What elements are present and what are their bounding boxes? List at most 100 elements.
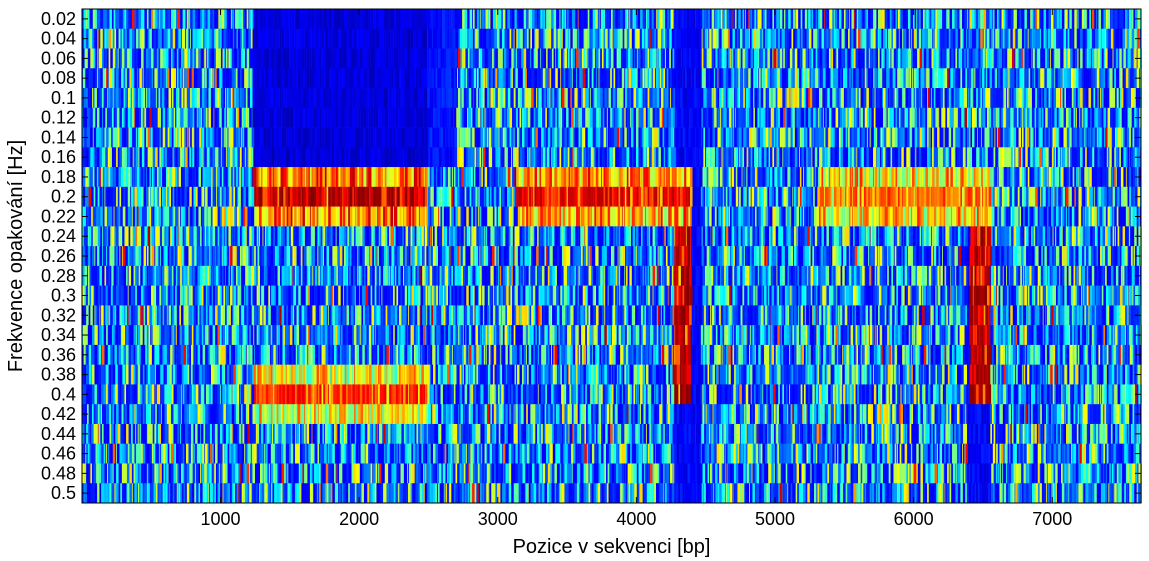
heatmap-cell bbox=[790, 88, 793, 109]
heatmap-cell bbox=[711, 9, 715, 30]
heatmap-cell bbox=[254, 48, 257, 69]
heatmap-cell bbox=[594, 88, 598, 109]
heatmap-cell bbox=[587, 127, 591, 148]
heatmap-cell bbox=[243, 28, 247, 49]
heatmap-cell bbox=[783, 107, 786, 128]
heatmap-cell bbox=[654, 147, 657, 168]
heatmap-cell bbox=[863, 147, 867, 168]
heatmap-cell bbox=[365, 127, 368, 148]
heatmap-cell bbox=[1075, 48, 1078, 69]
heatmap-cell bbox=[246, 48, 250, 69]
heatmap-cell bbox=[431, 68, 435, 89]
heatmap-cell bbox=[803, 48, 806, 69]
heatmap-cell bbox=[996, 107, 1000, 128]
heatmap-cell bbox=[184, 68, 186, 89]
heatmap-cell bbox=[572, 127, 575, 148]
heatmap-cell bbox=[512, 107, 515, 128]
heatmap-cell bbox=[686, 127, 689, 148]
heatmap-cell bbox=[728, 147, 730, 168]
heatmap-cell bbox=[680, 9, 683, 30]
heatmap-cell bbox=[964, 9, 968, 30]
heatmap-cell bbox=[215, 127, 219, 148]
heatmap-cell bbox=[384, 127, 388, 148]
heatmap-cell bbox=[986, 48, 988, 69]
heatmap-cell bbox=[180, 107, 183, 128]
heatmap-cell bbox=[771, 68, 775, 89]
heatmap-cell bbox=[897, 9, 900, 30]
heatmap-cell bbox=[388, 88, 391, 109]
heatmap-cell bbox=[969, 9, 973, 30]
heatmap-cell bbox=[542, 28, 545, 49]
heatmap-cell bbox=[96, 48, 99, 69]
heatmap-cell bbox=[492, 48, 495, 69]
heatmap-cell bbox=[394, 107, 396, 128]
heatmap-cell bbox=[590, 127, 594, 148]
heatmap-cell bbox=[419, 88, 421, 109]
heatmap-cell bbox=[985, 107, 988, 128]
heatmap-cell bbox=[735, 147, 739, 168]
heatmap-cell bbox=[1132, 127, 1135, 148]
heatmap-cell bbox=[1119, 88, 1121, 109]
heatmap-cell bbox=[387, 127, 390, 148]
heatmap-cell bbox=[854, 88, 856, 109]
heatmap-cell bbox=[699, 107, 701, 128]
heatmap-cell bbox=[1035, 107, 1037, 128]
heatmap-cell bbox=[274, 147, 277, 168]
heatmap-cell bbox=[551, 107, 554, 128]
heatmap-cell bbox=[361, 147, 365, 168]
heatmap-cell bbox=[853, 107, 855, 128]
heatmap-cell bbox=[675, 107, 678, 128]
heatmap-cell bbox=[216, 9, 219, 30]
heatmap-cell bbox=[1045, 48, 1048, 69]
heatmap-cell bbox=[523, 9, 527, 30]
heatmap-cell bbox=[640, 88, 643, 109]
heatmap-cell bbox=[1081, 107, 1083, 128]
heatmap-cell bbox=[670, 9, 672, 30]
heatmap-cell bbox=[96, 48, 98, 69]
heatmap-cell bbox=[855, 28, 857, 49]
heatmap-cell bbox=[452, 9, 455, 30]
heatmap-cell bbox=[985, 48, 987, 69]
heatmap-cell bbox=[349, 9, 351, 30]
heatmap-cell bbox=[784, 68, 787, 89]
heatmap-cell bbox=[347, 88, 349, 109]
heatmap-cell bbox=[786, 68, 789, 89]
heatmap-cell bbox=[869, 48, 873, 69]
heatmap-cell bbox=[478, 28, 480, 49]
heatmap-cell bbox=[850, 147, 852, 168]
heatmap-cell bbox=[550, 68, 552, 89]
heatmap-cell bbox=[136, 88, 139, 109]
heatmap-cell bbox=[1016, 68, 1019, 89]
heatmap-cell bbox=[1127, 88, 1131, 109]
heatmap-cell bbox=[207, 127, 211, 148]
heatmap-cell bbox=[597, 9, 599, 30]
heatmap-cell bbox=[88, 147, 91, 168]
heatmap-cell bbox=[407, 147, 411, 168]
heatmap-cell bbox=[432, 127, 434, 148]
heatmap-cell bbox=[793, 127, 796, 148]
heatmap-cell bbox=[728, 68, 732, 89]
heatmap-cell bbox=[734, 127, 737, 148]
heatmap-cell bbox=[341, 28, 344, 49]
heatmap-cell bbox=[517, 127, 519, 148]
heatmap-cell bbox=[107, 68, 109, 89]
heatmap-cell bbox=[287, 28, 290, 49]
heatmap-cell bbox=[714, 9, 716, 30]
heatmap-cell bbox=[665, 48, 668, 69]
heatmap-cell bbox=[847, 68, 850, 89]
heatmap-cell bbox=[686, 9, 690, 30]
heatmap-cell bbox=[1002, 88, 1004, 109]
heatmap-cell bbox=[157, 127, 159, 148]
heatmap-cell bbox=[792, 88, 796, 109]
heatmap-cell bbox=[1102, 88, 1104, 109]
heatmap-cell bbox=[429, 88, 433, 109]
heatmap-cell bbox=[440, 88, 442, 109]
heatmap-cell bbox=[710, 107, 713, 128]
heatmap-cell bbox=[634, 48, 636, 69]
heatmap-cell bbox=[108, 127, 112, 148]
heatmap-cell bbox=[515, 127, 518, 148]
heatmap-cell bbox=[307, 127, 310, 148]
heatmap-cell bbox=[267, 9, 271, 30]
heatmap-cell bbox=[763, 88, 767, 109]
heatmap-cell bbox=[274, 48, 277, 69]
